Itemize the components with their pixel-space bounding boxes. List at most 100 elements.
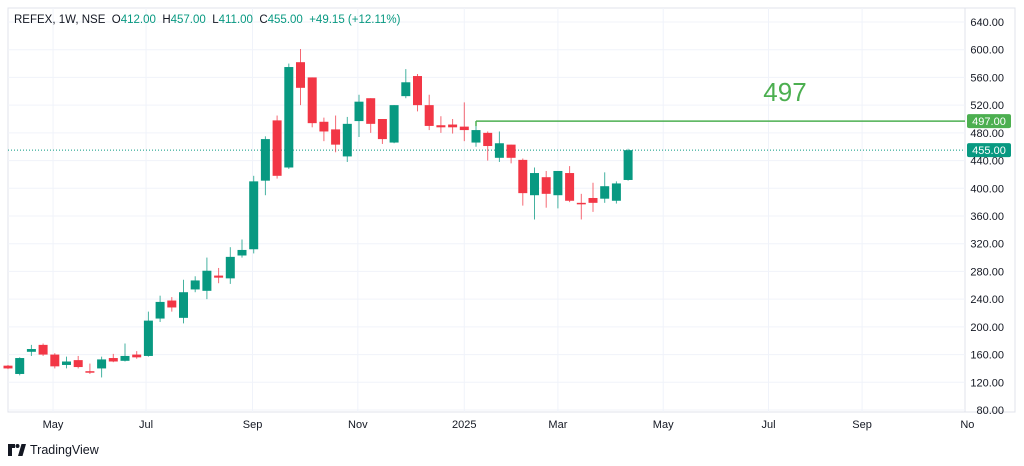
candle-down: [518, 159, 528, 194]
x-tick-label: Sep: [852, 419, 872, 431]
close-label: C: [259, 14, 268, 26]
candle-up: [202, 270, 212, 291]
candle-down: [541, 177, 551, 194]
candle-down: [565, 173, 575, 201]
y-tick-label: 360.00: [970, 211, 1004, 223]
plot-frame: [7, 7, 1016, 413]
y-tick-label: 640.00: [970, 17, 1004, 29]
candle-up: [401, 82, 411, 97]
candle-up: [494, 143, 504, 158]
candle-down: [377, 119, 387, 140]
change-value: +49.15 (+12.11%): [309, 14, 401, 26]
candle-up: [354, 101, 364, 122]
candle-down: [448, 124, 458, 128]
candle-down: [3, 365, 13, 369]
x-tick-label: No: [960, 419, 974, 431]
candle-up: [389, 105, 399, 143]
level-annotation: 497: [763, 77, 806, 107]
y-tick-label: 160.00: [970, 350, 1004, 362]
candle-down: [132, 354, 142, 358]
x-tick-label: 2025: [452, 419, 476, 431]
candle-down: [483, 132, 493, 147]
open-label: O: [111, 14, 121, 26]
close-value: 455.00: [267, 14, 303, 26]
candle-down: [588, 197, 598, 203]
candle-down: [366, 98, 376, 124]
candle-down: [50, 354, 60, 367]
candle-up: [15, 358, 25, 374]
y-tick-label: 240.00: [970, 294, 1004, 306]
candle-up: [471, 130, 481, 143]
y-tick-label: 120.00: [970, 377, 1004, 389]
last-price-label: 455.00: [972, 145, 1006, 157]
candle-up: [249, 181, 259, 250]
x-tick-label: Mar: [548, 419, 567, 431]
y-tick-label: 600.00: [970, 45, 1004, 57]
candle-up: [342, 123, 352, 157]
candle-down: [272, 120, 282, 176]
candle-down: [576, 202, 586, 205]
candle-down: [167, 300, 177, 308]
x-tick-label: Jul: [761, 419, 775, 431]
level-price-badge: [967, 114, 1011, 129]
candle-down: [424, 105, 434, 126]
candle-up: [611, 183, 621, 201]
candle-down: [38, 344, 48, 355]
candle-up: [260, 139, 270, 181]
candle-up: [97, 359, 107, 369]
candle-down: [436, 125, 446, 128]
low-label: L: [212, 14, 219, 26]
candle-up: [143, 320, 153, 356]
high-label: H: [162, 14, 171, 26]
candle-up: [553, 170, 563, 196]
candle-up: [26, 349, 36, 352]
candle-down: [214, 275, 224, 278]
candle-down: [506, 144, 516, 158]
symbol-label: REFEX, 1W, NSE: [14, 14, 106, 26]
y-tick-label: 480.00: [970, 128, 1004, 140]
candle-down: [413, 76, 422, 106]
open-value: 412.00: [120, 14, 156, 26]
candle-up: [237, 249, 247, 256]
high-value: 457.00: [170, 14, 206, 26]
y-tick-label: 280.00: [970, 266, 1004, 278]
ohlc-legend: REFEX, 1W, NSE O412.00 H457.00 L411.00 C…: [14, 14, 400, 26]
y-tick-label: 440.00: [970, 156, 1004, 168]
x-tick-label: May: [43, 419, 64, 431]
candle-up: [155, 301, 165, 319]
candle-down: [108, 358, 118, 362]
low-value: 411.00: [218, 14, 253, 26]
candle-down: [307, 77, 317, 124]
y-tick-label: 520.00: [970, 100, 1004, 112]
level-price-label: 497.00: [972, 116, 1006, 128]
candle-down: [459, 126, 469, 131]
candle-up: [530, 173, 539, 196]
candle-up: [600, 186, 610, 199]
y-tick-label: 200.00: [970, 322, 1004, 334]
candle-up: [62, 361, 71, 365]
tradingview-logo-icon: [8, 444, 26, 456]
y-tick-label: 320.00: [970, 239, 1004, 251]
candle-up: [190, 280, 200, 290]
candle-up: [120, 355, 130, 361]
x-tick-label: May: [653, 419, 674, 431]
y-tick-label: 400.00: [970, 183, 1004, 195]
candle-down: [296, 62, 305, 88]
candle-down: [85, 371, 95, 373]
x-tick-label: Jul: [139, 419, 153, 431]
candle-up: [284, 67, 294, 168]
candle-up: [623, 150, 633, 180]
y-tick-label: 560.00: [970, 72, 1004, 84]
y-tick-label: 80.00: [976, 405, 1004, 417]
last-price-badge: [967, 143, 1011, 158]
x-tick-label: Sep: [243, 419, 263, 431]
candle-up: [225, 256, 235, 279]
candle-down: [331, 129, 341, 145]
brand-name: TradingView: [30, 443, 99, 457]
candle-down: [319, 121, 329, 132]
candle-up: [179, 292, 188, 318]
x-tick-label: Nov: [348, 419, 368, 431]
candle-down: [73, 360, 83, 368]
tradingview-logo[interactable]: TradingView: [8, 443, 99, 457]
